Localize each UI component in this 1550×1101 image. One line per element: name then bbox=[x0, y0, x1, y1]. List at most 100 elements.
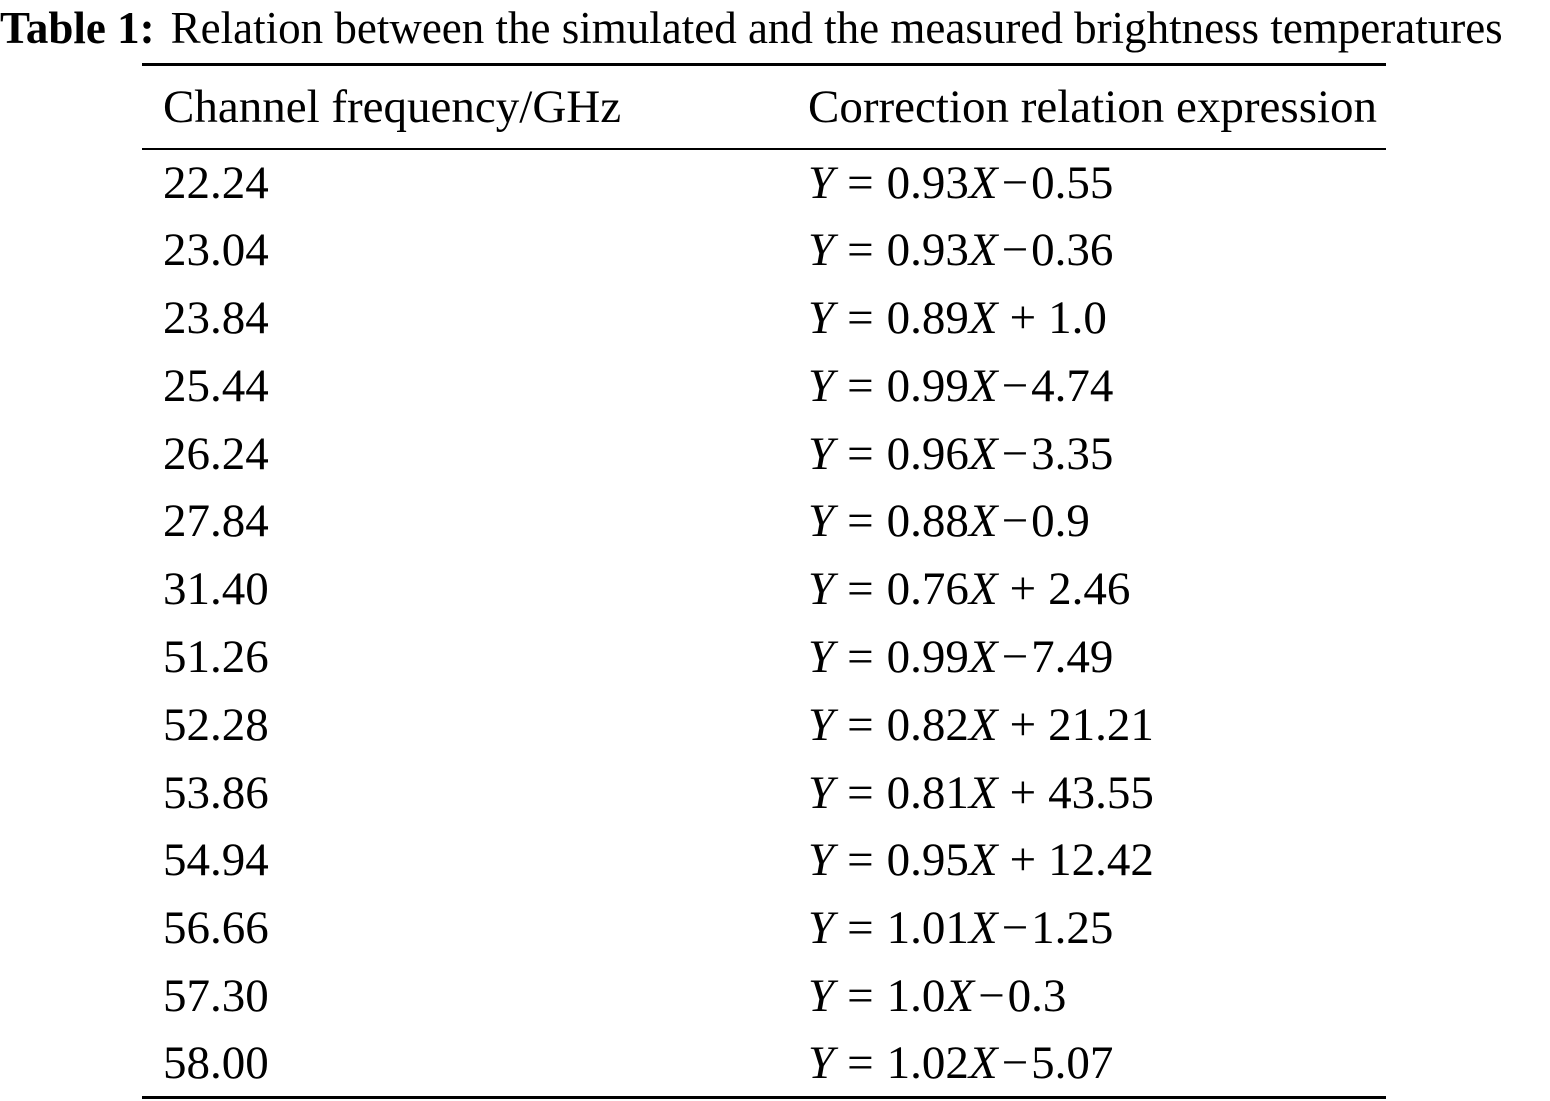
eq-equals-sign: = bbox=[847, 969, 874, 1022]
eq-var-y: Y bbox=[808, 224, 835, 277]
eq-var-y: Y bbox=[808, 766, 835, 819]
eq-var-x: X bbox=[968, 563, 998, 616]
cell-expression: Y = 0.93X−0.55 bbox=[808, 149, 1386, 217]
eq-var-y: Y bbox=[808, 698, 835, 751]
eq-var-x: X bbox=[968, 698, 998, 751]
eq-var-x: X bbox=[968, 766, 998, 819]
eq-intercept: 2.46 bbox=[1048, 563, 1131, 616]
eq-slope: 1.02 bbox=[886, 1037, 969, 1089]
table-row: 52.28 Y = 0.82X +21.21 bbox=[142, 691, 1386, 759]
eq-equals-sign: = bbox=[847, 224, 874, 277]
eq-var-y: Y bbox=[808, 969, 835, 1022]
eq-equals-sign: = bbox=[847, 902, 874, 955]
header-correction-expression: Correction relation expression bbox=[808, 80, 1378, 133]
table-row: 23.84 Y = 0.89X +1.0 bbox=[142, 284, 1386, 352]
eq-operator-sign: − bbox=[1001, 224, 1029, 277]
cell-frequency: 22.24 bbox=[163, 156, 269, 209]
cell-frequency: 58.00 bbox=[163, 1037, 269, 1089]
eq-equals-sign: = bbox=[847, 563, 874, 616]
eq-var-x: X bbox=[968, 834, 998, 887]
eq-operator-sign: + bbox=[1009, 766, 1037, 819]
table-caption: Table 1: Relation between the simulated a… bbox=[0, 3, 1550, 55]
eq-var-x: X bbox=[968, 630, 998, 683]
eq-equals-sign: = bbox=[847, 359, 874, 412]
eq-var-x: X bbox=[968, 359, 998, 412]
eq-var-x: X bbox=[968, 291, 998, 344]
cell-frequency: 53.86 bbox=[163, 766, 269, 819]
table-row: 57.30 Y = 1.0X−0.3 bbox=[142, 962, 1386, 1030]
eq-intercept: 43.55 bbox=[1048, 766, 1154, 819]
eq-slope: 0.95 bbox=[886, 834, 969, 887]
eq-slope: 0.93 bbox=[886, 156, 969, 209]
eq-slope: 0.76 bbox=[886, 563, 969, 616]
eq-var-x: X bbox=[968, 1037, 998, 1089]
eq-equals-sign: = bbox=[847, 630, 874, 683]
table-row: 54.94 Y = 0.95X +12.42 bbox=[142, 826, 1386, 894]
eq-slope: 0.88 bbox=[886, 495, 969, 548]
eq-intercept: 0.55 bbox=[1031, 156, 1114, 209]
table-row: 26.24 Y = 0.96X−3.35 bbox=[142, 420, 1386, 488]
table-row: 53.86 Y = 0.81X +43.55 bbox=[142, 759, 1386, 827]
eq-operator-sign: + bbox=[1009, 698, 1037, 751]
eq-equals-sign: = bbox=[847, 291, 874, 344]
eq-operator-sign: + bbox=[1009, 291, 1037, 344]
eq-slope: 0.93 bbox=[886, 224, 969, 277]
cell-frequency: 31.40 bbox=[163, 563, 269, 616]
cell-frequency: 51.26 bbox=[163, 630, 269, 683]
eq-intercept: 12.42 bbox=[1048, 834, 1154, 887]
table-row: 22.24 Y = 0.93X−0.55 bbox=[142, 149, 1386, 217]
eq-var-x: X bbox=[968, 156, 998, 209]
table-row: 31.40 Y = 0.76X +2.46 bbox=[142, 555, 1386, 623]
cell-frequency: 23.04 bbox=[163, 224, 269, 277]
cell-frequency: 25.44 bbox=[163, 359, 269, 412]
eq-slope: 0.99 bbox=[886, 359, 969, 412]
eq-operator-sign: − bbox=[978, 969, 1005, 1022]
eq-equals-sign: = bbox=[847, 1037, 874, 1089]
table-row: 25.44 Y = 0.99X−4.74 bbox=[142, 352, 1386, 420]
eq-slope: 1.0 bbox=[886, 969, 946, 1022]
eq-equals-sign: = bbox=[847, 156, 874, 209]
cell-expression: Y = 1.01X−1.25 bbox=[808, 894, 1386, 962]
table-row: 58.00 Y = 1.02X−5.07 bbox=[142, 1030, 1386, 1098]
eq-intercept: 7.49 bbox=[1031, 630, 1114, 683]
eq-var-y: Y bbox=[808, 834, 835, 887]
eq-operator-sign: − bbox=[1001, 630, 1029, 683]
cell-expression: Y = 0.76X +2.46 bbox=[808, 555, 1386, 623]
eq-slope: 0.89 bbox=[886, 291, 969, 344]
eq-slope: 1.01 bbox=[886, 902, 969, 955]
table-row: 56.66 Y = 1.01X−1.25 bbox=[142, 894, 1386, 962]
eq-var-y: Y bbox=[808, 495, 835, 548]
cell-expression: Y = 1.02X−5.07 bbox=[808, 1030, 1386, 1098]
cell-expression: Y = 0.96X−3.35 bbox=[808, 420, 1386, 488]
table-row: 51.26 Y = 0.99X−7.49 bbox=[142, 623, 1386, 691]
eq-slope: 0.81 bbox=[886, 766, 969, 819]
cell-frequency: 26.24 bbox=[163, 427, 269, 480]
data-table: Channel frequency/GHz Correction relatio… bbox=[142, 63, 1386, 1100]
eq-var-y: Y bbox=[808, 630, 835, 683]
eq-intercept: 0.3 bbox=[1007, 969, 1067, 1022]
table-body: 22.24 Y = 0.93X−0.55 23.04 Y = 0.93X−0.36 23… bbox=[142, 149, 1386, 1098]
eq-var-x: X bbox=[968, 224, 998, 277]
cell-frequency: 27.84 bbox=[163, 495, 269, 548]
eq-slope: 0.82 bbox=[886, 698, 969, 751]
eq-operator-sign: − bbox=[1001, 359, 1029, 412]
eq-intercept: 3.35 bbox=[1031, 427, 1114, 480]
eq-intercept: 4.74 bbox=[1031, 359, 1114, 412]
cell-expression: Y = 0.93X−0.36 bbox=[808, 216, 1386, 284]
eq-operator-sign: − bbox=[1001, 427, 1029, 480]
eq-intercept: 0.36 bbox=[1031, 224, 1114, 277]
cell-expression: Y = 0.88X−0.9 bbox=[808, 487, 1386, 555]
eq-operator-sign: − bbox=[1001, 1037, 1029, 1089]
caption-label: Table 1: bbox=[0, 3, 155, 53]
header-row: Channel frequency/GHz Correction relatio… bbox=[142, 65, 1386, 149]
header-channel-frequency: Channel frequency/GHz bbox=[163, 80, 622, 133]
eq-operator-sign: − bbox=[1001, 156, 1029, 209]
eq-equals-sign: = bbox=[847, 495, 874, 548]
eq-var-y: Y bbox=[808, 427, 835, 480]
eq-var-y: Y bbox=[808, 563, 835, 616]
eq-intercept: 1.0 bbox=[1048, 291, 1107, 344]
eq-var-y: Y bbox=[808, 291, 835, 344]
eq-slope: 0.96 bbox=[886, 427, 969, 480]
cell-frequency: 57.30 bbox=[163, 969, 269, 1022]
